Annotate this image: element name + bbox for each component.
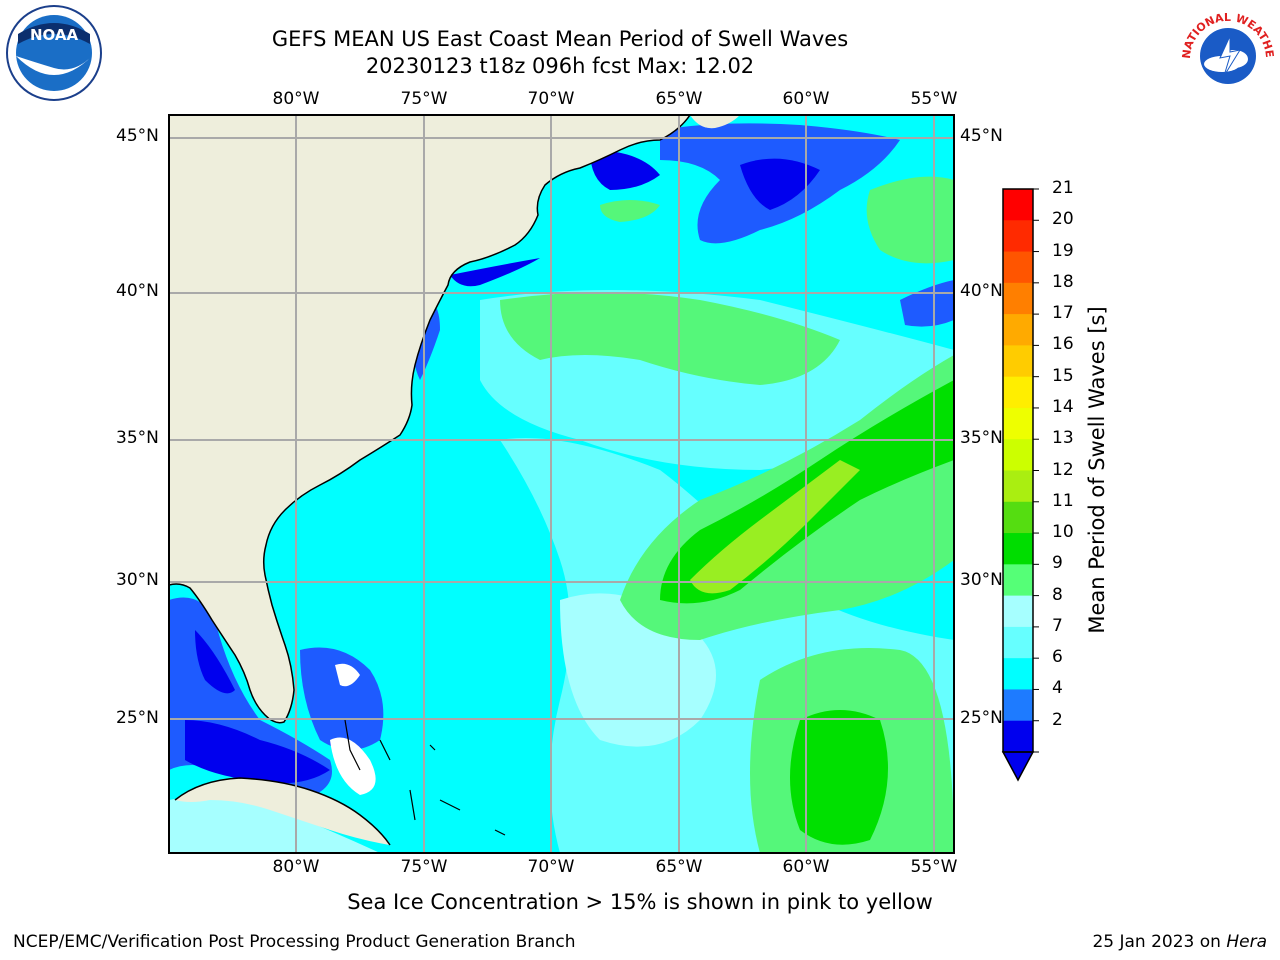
noaa-logo: NOAA (4, 4, 104, 106)
colorbar-title: Mean Period of Swell Waves [s] (1085, 306, 1109, 634)
lat-label-left-30n: 30°N (116, 570, 159, 590)
lat-label-right-25n: 25°N (960, 708, 1003, 728)
swell-dark-blue-north (740, 158, 820, 210)
map-grid (169, 115, 954, 853)
colorbar-segment (1003, 314, 1033, 346)
lon-label-bottom-75w: 75°W (400, 857, 448, 877)
lon-label-top-75w: 75°W (400, 89, 448, 109)
no-data-patch-bahamas-north (335, 663, 360, 687)
colorbar-tick-label: 4 (1052, 678, 1063, 699)
lon-label-top-55w: 55°W (910, 89, 958, 109)
colorbar (1001, 188, 1039, 782)
no-data-patch-bahamas (330, 737, 376, 795)
colorbar-segment (1003, 564, 1033, 597)
land-nova-scotia (690, 115, 740, 129)
colorbar-tick-label: 13 (1052, 428, 1074, 449)
colorbar-segment (1003, 345, 1033, 378)
swell-green-band-north (500, 292, 840, 385)
colorbar-segment (1003, 189, 1033, 221)
lat-label-left-25n: 25°N (116, 708, 159, 728)
colorbar-tick-label: 11 (1052, 490, 1074, 511)
coastline-cuba (174, 777, 391, 846)
swell-blue-coast-midatlantic (450, 258, 540, 287)
lat-label-right-35n: 35°N (960, 428, 1003, 448)
lon-label-bottom-80w: 80°W (272, 857, 320, 877)
map-field (169, 115, 954, 853)
map-frame (168, 114, 955, 854)
sea-ice-note: Sea Ice Concentration > 15% is shown in … (347, 890, 933, 914)
colorbar-segment (1003, 439, 1033, 471)
colorbar-segment (1003, 658, 1033, 690)
lon-label-bottom-55w: 55°W (910, 857, 958, 877)
colorbar-tick-label: 18 (1052, 271, 1074, 292)
lon-label-bottom-70w: 70°W (527, 857, 575, 877)
colorbar-segment (1003, 282, 1033, 315)
colorbar-tick-label: 15 (1052, 365, 1074, 386)
colorbar-tick-label: 2 (1052, 709, 1063, 730)
colorbar-extend-triangle (1001, 751, 1035, 782)
swell-yellow-green-core (690, 460, 860, 594)
chart-subtitle: 20230123 t18z 096h fcst Max: 12.02 (365, 54, 755, 78)
footer-date: 25 Jan 2023 on Hera (1092, 932, 1267, 952)
lon-label-top-70w: 70°W (527, 89, 575, 109)
colorbar-tick-label: 10 (1052, 522, 1074, 543)
coastline (169, 115, 691, 724)
colorbar-tick-label: 21 (1052, 178, 1074, 198)
colorbar-segment (1003, 220, 1033, 253)
colorbar-tick-label: 9 (1052, 553, 1063, 574)
lat-label-left-35n: 35°N (116, 428, 159, 448)
lat-label-left-45n: 45°N (116, 126, 159, 146)
lat-label-left-40n: 40°N (116, 281, 159, 301)
swell-green-patch-east (866, 176, 954, 264)
lat-label-right-45n: 45°N (960, 126, 1003, 146)
lon-label-top-60w: 60°W (782, 89, 830, 109)
land-north-america (169, 115, 690, 723)
colorbar-tick-label: 20 (1052, 209, 1074, 230)
chart-title: GEFS MEAN US East Coast Mean Period of S… (271, 27, 849, 51)
noaa-logo-text: NOAA (30, 26, 79, 44)
colorbar-tick-label: 16 (1052, 334, 1074, 355)
footer-machine: Hera (1226, 932, 1267, 952)
footer-date-text: 25 Jan 2023 on (1092, 932, 1221, 952)
swell-blue-southeast-east (900, 280, 954, 327)
colorbar-tick-label: 19 (1052, 240, 1074, 261)
colorbar-tick-label: 6 (1052, 647, 1063, 668)
colorbar-tick-label: 7 (1052, 615, 1063, 636)
colorbar-segment (1003, 533, 1033, 565)
lon-label-top-80w: 80°W (272, 89, 320, 109)
colorbar-segment (1003, 501, 1033, 534)
colorbar-segment (1003, 407, 1033, 440)
colorbar-tick-label: 8 (1052, 584, 1063, 605)
swell-blue-coast-newengland (590, 150, 660, 190)
swell-pale-cyan-caribbean (169, 796, 380, 853)
swell-green-patch-gulf-of-maine (600, 200, 660, 222)
colorbar-tick-label: 12 (1052, 459, 1074, 480)
colorbar-segment (1003, 251, 1033, 284)
swell-dark-blue-florida (195, 630, 235, 694)
lat-label-right-40n: 40°N (960, 281, 1003, 301)
lon-label-bottom-65w: 65°W (655, 857, 703, 877)
lon-label-bottom-60w: 60°W (782, 857, 830, 877)
swell-dark-blue-gulf (185, 720, 330, 784)
colorbar-segment (1003, 689, 1033, 722)
swell-green-southeast-core (790, 710, 888, 845)
land-cuba (175, 778, 390, 845)
colorbar-segment (1003, 470, 1033, 503)
colorbar-segment (1003, 626, 1033, 659)
colorbar-tick-label: 17 (1052, 303, 1074, 324)
colorbar-segment (1003, 720, 1033, 753)
colorbar-segment (1003, 595, 1033, 628)
footer-credit: NCEP/EMC/Verification Post Processing Pr… (13, 932, 576, 952)
swell-blue-bahamas (300, 647, 384, 750)
lon-label-top-65w: 65°W (655, 89, 703, 109)
coastline-bahamas (344, 719, 506, 836)
nws-logo: NATIONAL WEATHER SERVICE (1174, 0, 1278, 106)
colorbar-segment (1003, 376, 1033, 409)
lat-label-right-30n: 30°N (960, 570, 1003, 590)
colorbar-tick-label: 14 (1052, 396, 1074, 417)
